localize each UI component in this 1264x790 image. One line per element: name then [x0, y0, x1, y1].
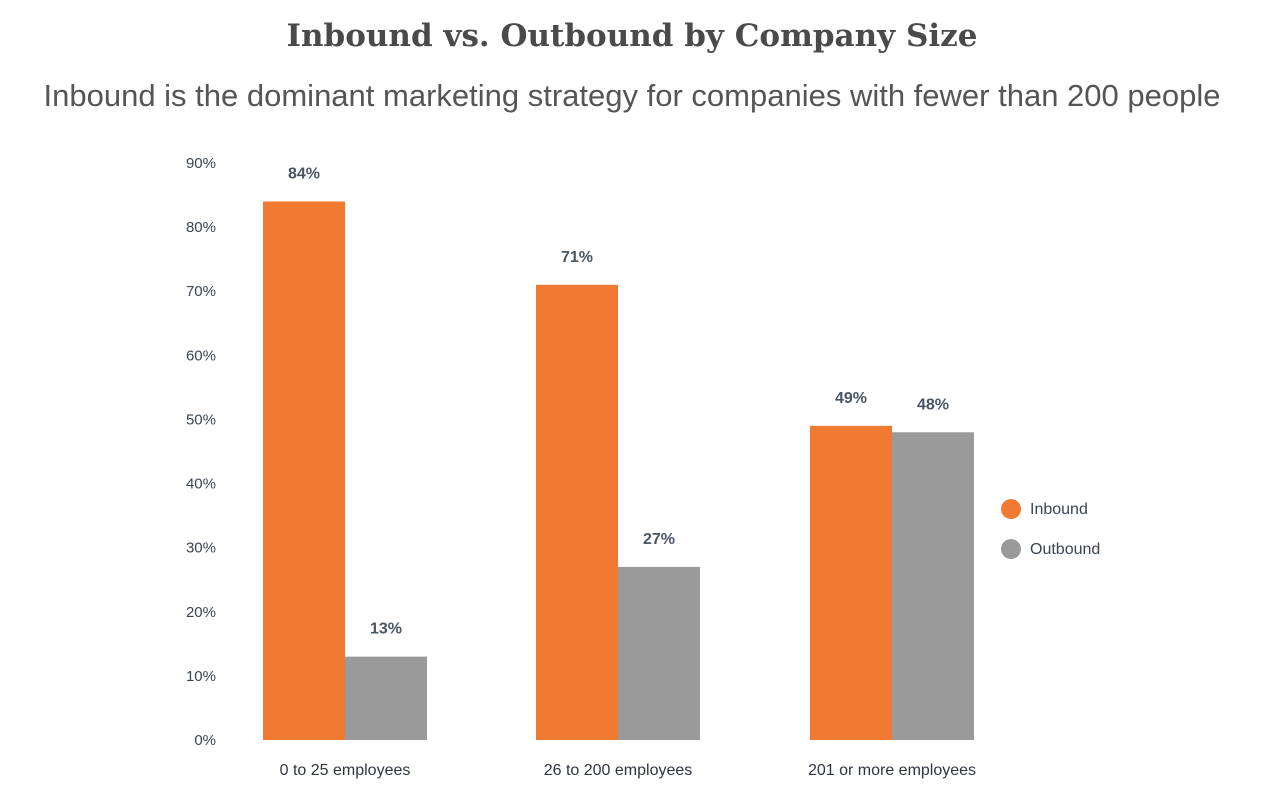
y-tick-label: 70% — [186, 283, 216, 300]
y-tick-label: 30% — [186, 540, 216, 557]
y-tick-label: 0% — [194, 732, 216, 749]
chart-subtitle: Inbound is the dominant marketing strate… — [43, 78, 1221, 113]
legend-label-inbound: Inbound — [1030, 501, 1088, 518]
legend-swatch-outbound — [1001, 539, 1021, 559]
bar-outbound — [892, 432, 974, 740]
x-category-label: 26 to 200 employees — [544, 762, 693, 779]
data-label: 49% — [835, 390, 867, 407]
data-label: 84% — [288, 165, 320, 182]
x-category-label: 201 or more employees — [808, 762, 976, 779]
x-axis: 0 to 25 employees 26 to 200 employees 201 … — [280, 762, 976, 779]
y-tick-label: 90% — [186, 155, 216, 172]
chart-title: Inbound vs. Outbound by Company Size — [286, 18, 978, 54]
y-tick-label: 50% — [186, 411, 216, 428]
y-tick-label: 40% — [186, 476, 216, 493]
x-category-label: 0 to 25 employees — [280, 762, 411, 779]
legend-swatch-inbound — [1001, 499, 1021, 519]
bar-outbound — [345, 656, 427, 740]
bar-inbound — [810, 425, 892, 740]
legend: Inbound Outbound — [1001, 499, 1100, 559]
bars: 84% 13% 71% 27% 49% 48% — [263, 165, 974, 740]
bar-inbound — [536, 284, 618, 740]
y-tick-label: 10% — [186, 668, 216, 685]
data-label: 48% — [917, 396, 949, 413]
y-tick-label: 60% — [186, 347, 216, 364]
data-label: 71% — [561, 249, 593, 266]
bar-outbound — [618, 566, 700, 740]
data-label: 13% — [370, 621, 402, 638]
y-tick-label: 80% — [186, 219, 216, 236]
bar-inbound — [263, 201, 345, 740]
y-tick-label: 20% — [186, 604, 216, 621]
data-label: 27% — [643, 531, 675, 548]
y-axis: 0% 10% 20% 30% 40% 50% 60% 70% 80% 90% — [186, 155, 216, 749]
legend-label-outbound: Outbound — [1030, 541, 1100, 558]
